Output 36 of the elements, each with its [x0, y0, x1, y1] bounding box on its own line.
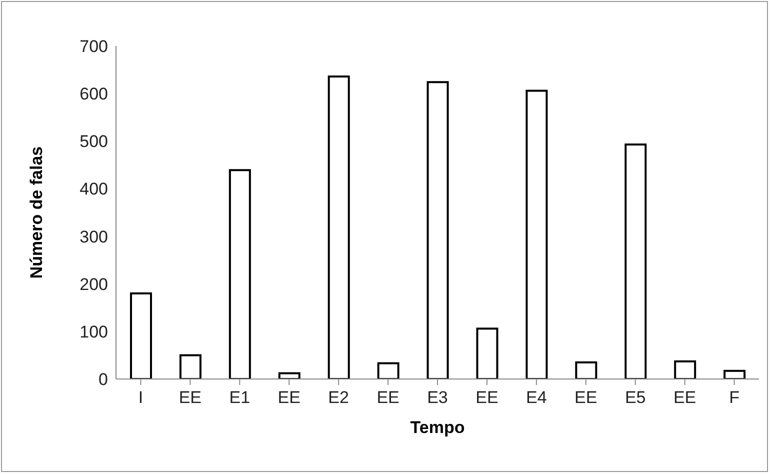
x-tick-label: EE [278, 388, 300, 408]
y-tick-label: 700 [80, 37, 108, 56]
bar [674, 360, 696, 379]
x-tick-label: I [138, 388, 144, 408]
x-axis-title: Tempo [410, 418, 465, 437]
bar [724, 370, 746, 379]
x-tick-label: E5 [624, 388, 646, 408]
bar [575, 361, 598, 379]
bar [426, 81, 449, 379]
bar [526, 90, 548, 379]
bar [228, 169, 251, 379]
y-tick-label: 600 [80, 84, 108, 104]
bar [624, 143, 647, 379]
x-tick-label: EE [178, 388, 202, 408]
x-tick-label: EE [376, 388, 400, 408]
x-tick-label: E2 [328, 388, 349, 408]
bar [328, 75, 350, 379]
x-tick-label: F [729, 388, 740, 408]
bar [278, 372, 300, 379]
bar [130, 292, 152, 379]
x-tick-label: E3 [427, 388, 448, 408]
y-tick-label: 300 [80, 227, 108, 246]
x-tick-label: E1 [229, 388, 250, 408]
y-tick-label: 200 [80, 274, 108, 294]
y-tick-label: 100 [80, 322, 108, 342]
bar [476, 328, 498, 379]
y-tick-label: 400 [80, 180, 108, 199]
bar [377, 362, 400, 379]
x-tick-label: E4 [526, 388, 547, 408]
x-tick-label: EE [476, 388, 498, 408]
y-tick-label: 0 [98, 370, 108, 390]
bar [179, 354, 202, 379]
y-axis-title: Número de falas [27, 146, 46, 279]
y-tick-label: 500 [80, 132, 108, 152]
x-tick-label: EE [673, 388, 696, 408]
x-tick-label: EE [574, 388, 598, 408]
